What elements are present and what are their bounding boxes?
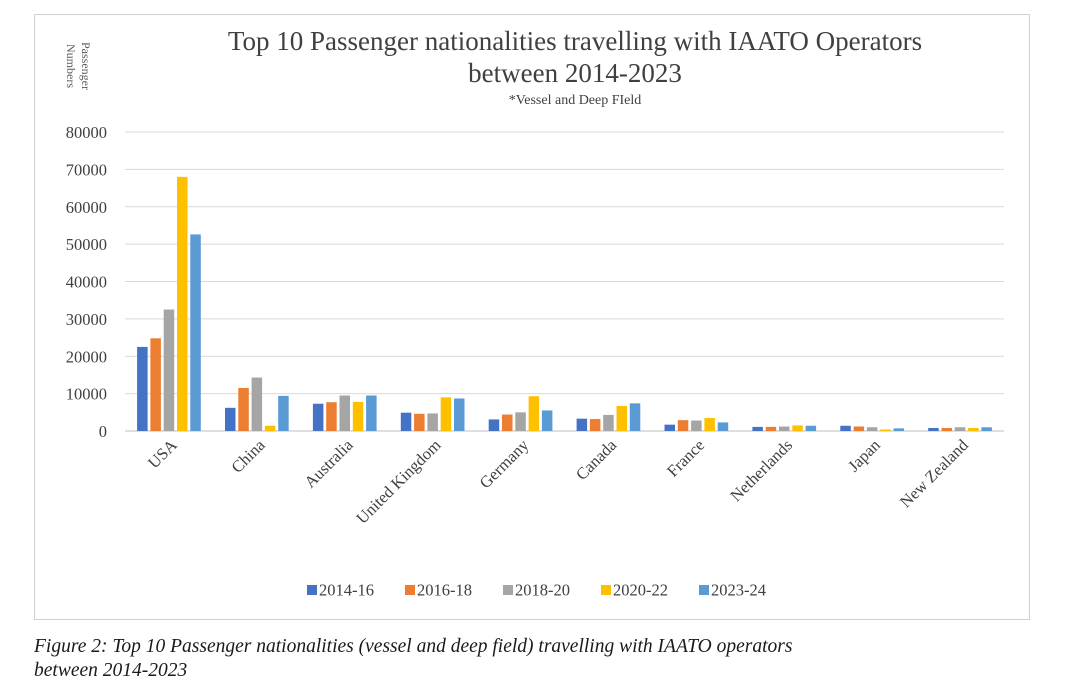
bar <box>805 425 817 431</box>
bar <box>163 309 175 431</box>
bar <box>968 428 979 431</box>
x-tick-label: China <box>227 435 269 477</box>
bar <box>528 396 540 431</box>
x-tick-label: France <box>663 435 708 480</box>
bar <box>616 405 627 431</box>
bar <box>589 419 601 431</box>
bar <box>502 414 513 431</box>
x-tick-label: Australia <box>300 435 357 492</box>
bar <box>664 424 675 431</box>
bar <box>278 395 289 431</box>
bar <box>264 425 276 431</box>
legend: 2014-16 2016-18 2018-20 2020-22 2023-24 <box>307 581 766 600</box>
x-tick-label: New Zealand <box>896 435 972 511</box>
x-tick-label: Netherlands <box>726 435 796 505</box>
x-tick-label: Canada <box>572 435 621 484</box>
bar <box>352 401 364 431</box>
bar <box>366 395 377 431</box>
bar <box>792 425 803 431</box>
bar <box>853 426 865 431</box>
figure-caption: Figure 2: Top 10 Passenger nationalities… <box>34 635 1054 683</box>
bar <box>312 403 324 431</box>
legend-swatch <box>601 585 611 595</box>
legend-swatch <box>405 585 415 595</box>
legend-label: 2018-20 <box>515 581 570 600</box>
bar <box>840 425 851 431</box>
legend-swatch <box>699 585 709 595</box>
bar <box>893 428 904 431</box>
y-tick-label: 80000 <box>66 123 107 142</box>
chart-title-line1: Top 10 Passenger nationalities travellin… <box>228 26 922 56</box>
bar <box>414 413 425 431</box>
bar <box>629 403 641 431</box>
bar <box>677 420 689 431</box>
bar <box>440 397 452 431</box>
x-tick-label: Germany <box>476 435 533 492</box>
bar <box>765 426 777 431</box>
bar <box>954 427 966 431</box>
bar <box>752 426 763 431</box>
legend-swatch <box>503 585 513 595</box>
bar <box>400 412 412 431</box>
chart-title-line2: between 2014-2023 <box>468 58 682 88</box>
bar <box>326 402 337 431</box>
bar <box>190 234 201 431</box>
bars <box>137 176 992 431</box>
bar <box>339 395 350 431</box>
bar <box>603 414 614 431</box>
bar <box>691 420 702 431</box>
legend-label: 2016-18 <box>417 581 472 600</box>
y-tick-label: 40000 <box>66 273 107 292</box>
bar <box>928 428 939 431</box>
y-tick-label: 70000 <box>66 160 107 179</box>
y-tick-label: 60000 <box>66 198 107 217</box>
bar <box>137 346 148 431</box>
legend-label: 2020-22 <box>613 581 668 600</box>
x-tick-label: USA <box>144 435 181 472</box>
y-tick-label: 20000 <box>66 347 107 366</box>
bar <box>488 419 500 431</box>
caption-line2: between 2014-2023 <box>34 660 188 681</box>
bar <box>779 426 790 431</box>
y-tick-label: 30000 <box>66 310 107 329</box>
x-tick-label: United Kingdom <box>352 435 444 527</box>
y-axis-label-line2: Numbers <box>64 44 78 88</box>
y-tick-label: 50000 <box>66 235 107 254</box>
bar <box>427 413 438 431</box>
y-tick-label: 0 <box>99 422 107 441</box>
bar <box>515 412 526 431</box>
chart-subtitle: *Vessel and Deep FIeld <box>509 93 642 108</box>
bar <box>704 417 715 431</box>
x-tick-label: Japan <box>844 435 884 475</box>
bar <box>576 418 588 431</box>
bar <box>880 429 891 431</box>
bar <box>177 176 188 431</box>
caption-line1: Figure 2: Top 10 Passenger nationalities… <box>34 636 793 657</box>
bar <box>454 398 465 431</box>
bar <box>981 427 992 431</box>
bar <box>541 410 553 431</box>
bar <box>225 407 236 431</box>
y-axis-label-line1: Passenger <box>79 42 93 90</box>
bar <box>941 428 952 431</box>
bar <box>866 427 878 431</box>
bar <box>251 377 263 431</box>
bar <box>238 388 249 431</box>
legend-swatch <box>307 585 317 595</box>
y-axis-ticks: 0 10000 20000 30000 40000 50000 60000 70000 8000… <box>66 123 107 441</box>
y-tick-label: 10000 <box>66 385 107 404</box>
bar <box>150 338 161 431</box>
legend-label: 2014-16 <box>319 581 374 600</box>
bar <box>717 422 729 431</box>
legend-label: 2023-24 <box>711 581 766 600</box>
